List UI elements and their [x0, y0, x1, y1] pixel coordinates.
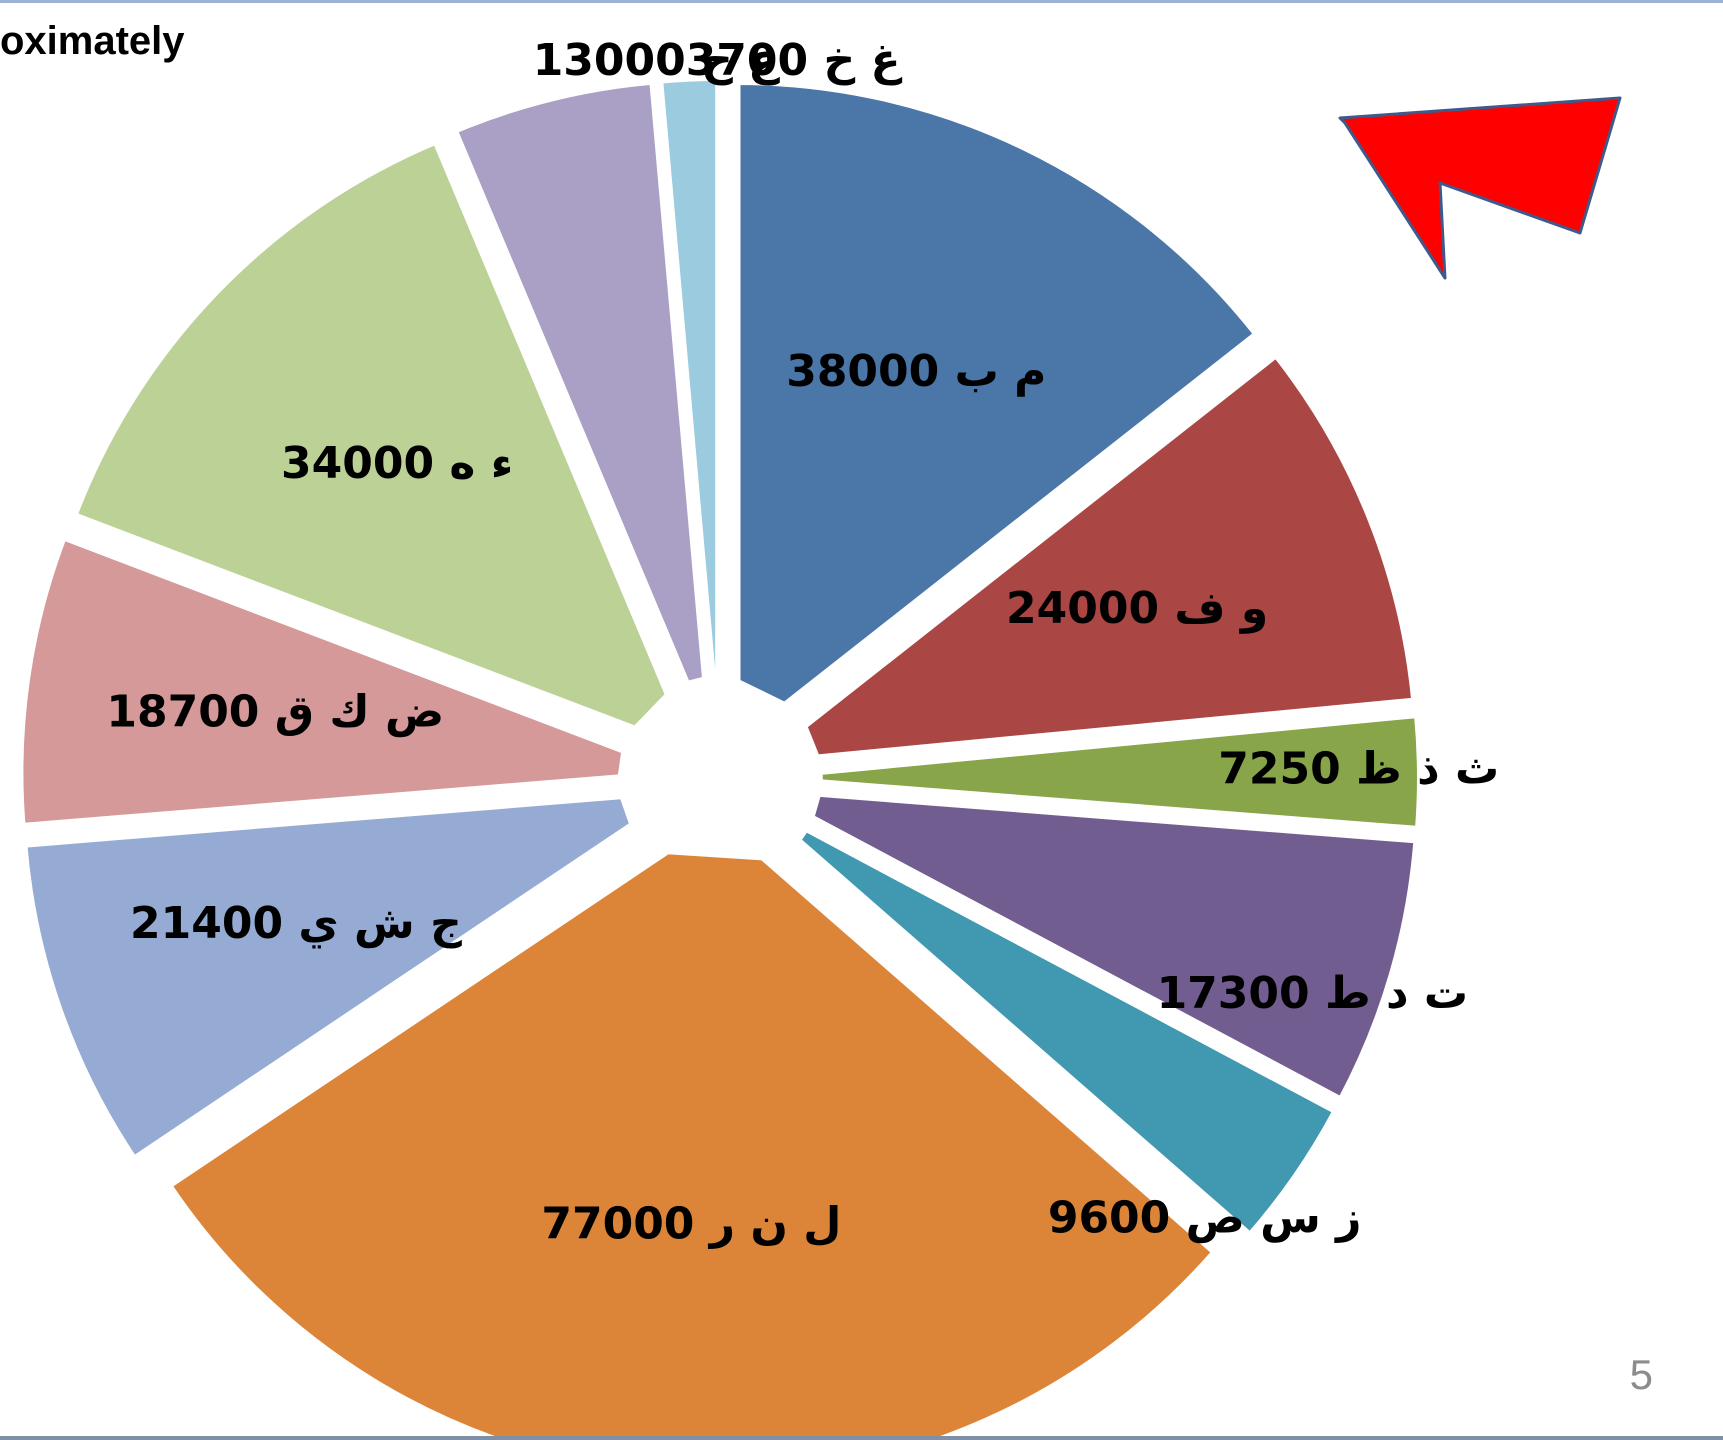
pie-slice-label: ء ه 34000: [281, 438, 513, 489]
pie-slice: [21, 792, 636, 1163]
pie-slice-label: ت د ط 17300: [1157, 968, 1469, 1019]
pie-slice: [70, 137, 672, 733]
pie-slice-label: ج ش ي 21400: [130, 898, 462, 949]
pie-chart: م ب 38000 و ف 24000 ث ذ ظ 7250 ت د ط 17300 ز…: [17, 35, 1622, 1436]
red-arrow-icon: [1338, 96, 1622, 280]
pie-slice-label: ل ن ر 77000: [541, 1198, 841, 1249]
pie-slice: [807, 790, 1420, 1104]
pie-slice: [794, 824, 1340, 1240]
slide-title: oximately: [0, 19, 185, 63]
pie-slice-label: م ب 38000: [786, 346, 1046, 397]
pie-slices: [17, 74, 1423, 1436]
pie-slice: [800, 350, 1418, 761]
pie-slice-label: و ف 24000: [1006, 583, 1268, 634]
pie-labels: م ب 38000 و ف 24000 ث ذ ظ 7250 ت د ط 17300 ز…: [106, 35, 1499, 1249]
page-number: 5: [1629, 1351, 1653, 1398]
pie-slice: [656, 74, 722, 682]
pie-slice-label: ث ذ ظ 7250: [1218, 743, 1499, 794]
pie-slice-label: ض ك ق 18700: [106, 687, 444, 738]
pie-slice-label: ز س ص 9600: [1048, 1192, 1362, 1243]
pie-slice: [17, 533, 628, 830]
pie-slice-label: غ خ 3700: [686, 35, 903, 86]
pie-slice: [450, 78, 709, 688]
pie-slice: [734, 78, 1261, 709]
pie-slice: [165, 848, 1219, 1436]
pie-slice: [816, 711, 1423, 833]
pie-slice-label: ع ح 13000: [533, 35, 780, 86]
